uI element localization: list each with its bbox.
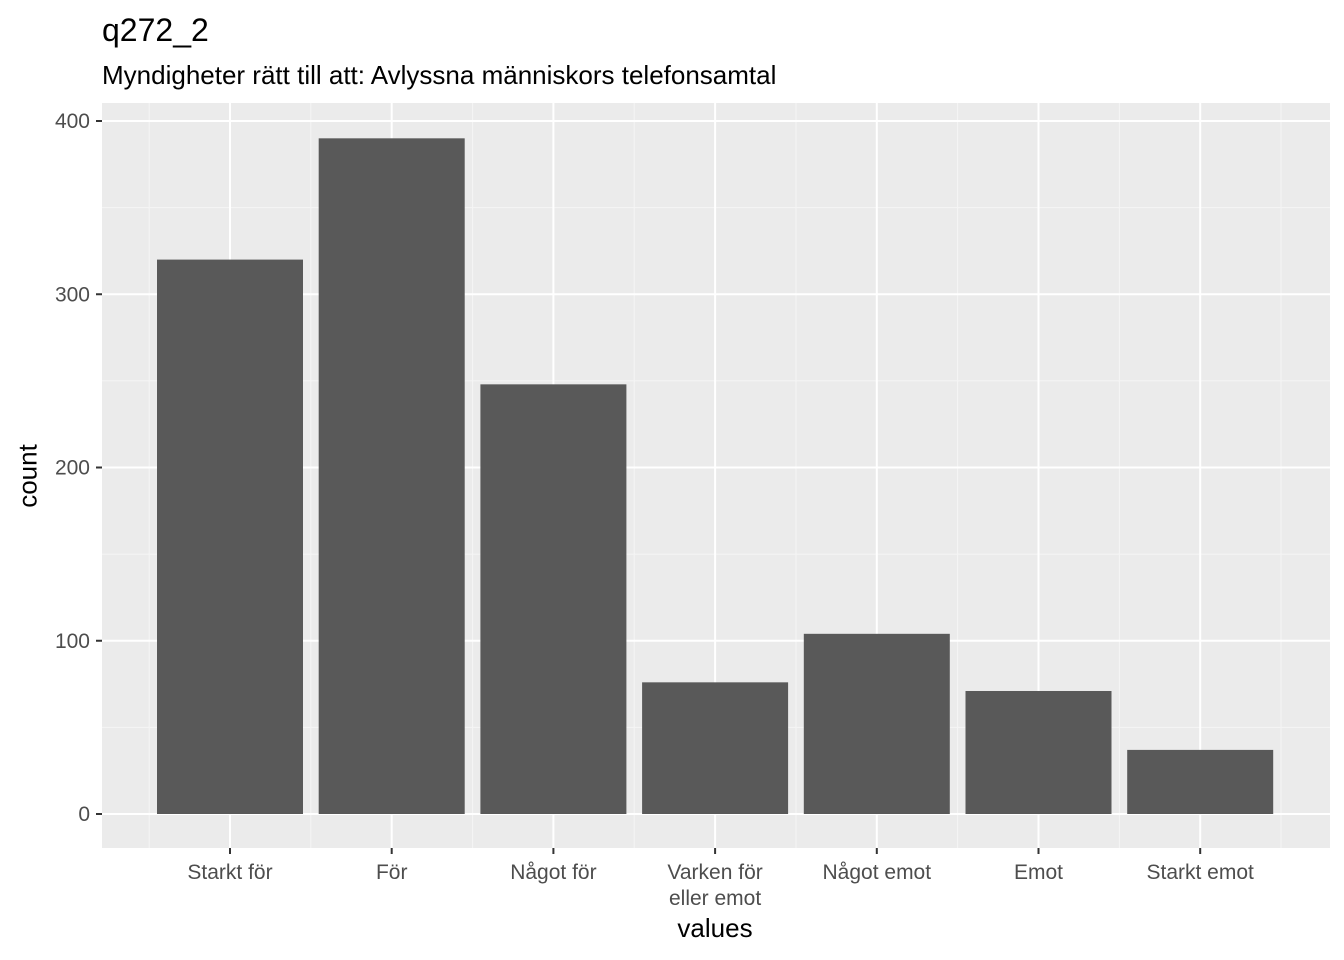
bar-0 [157, 259, 303, 815]
bar-2 [480, 384, 627, 814]
x-tick-label: Något för [510, 861, 596, 884]
bar-5 [965, 690, 1112, 814]
x-tick-label: Varken för eller emot [667, 861, 762, 910]
x-tick-label-line: Starkt emot [1147, 861, 1255, 884]
y-tick-label: 200 [55, 457, 90, 480]
x-tick-label: Något emot [823, 861, 932, 884]
bar-1 [318, 138, 465, 814]
x-tick-label: För [376, 861, 408, 884]
y-tick-label: 100 [55, 630, 90, 653]
x-tick-label-line: Varken för [667, 861, 762, 884]
y-axis: 0 100 200 300 400 [55, 110, 102, 826]
y-axis-label: count [12, 444, 43, 508]
x-tick-label: Starkt för [187, 861, 272, 884]
x-tick-label: Starkt emot [1147, 861, 1255, 884]
x-tick-label-line: Starkt för [187, 861, 272, 884]
chart-title: q272_2 [102, 12, 209, 48]
y-tick-label: 400 [55, 110, 90, 133]
x-axis: Starkt för För Något för Varken för eller em… [187, 848, 1254, 910]
bar-6 [1127, 749, 1274, 814]
bar-3 [642, 682, 789, 814]
x-tick-label: Emot [1014, 861, 1063, 884]
x-tick-label-line: Något för [510, 861, 596, 884]
y-tick-label: 0 [78, 803, 90, 826]
x-tick-label-line: Emot [1014, 861, 1063, 884]
bar-4 [803, 633, 950, 814]
x-tick-label-line: Något emot [823, 861, 932, 884]
x-axis-label: values [677, 913, 753, 943]
x-tick-label-line: eller emot [669, 887, 761, 910]
chart-subtitle: Myndigheter rätt till att: Avlyssna männ… [102, 60, 777, 90]
x-tick-label-line: För [376, 861, 408, 884]
bars [157, 138, 1274, 815]
y-tick-label: 300 [55, 283, 90, 306]
